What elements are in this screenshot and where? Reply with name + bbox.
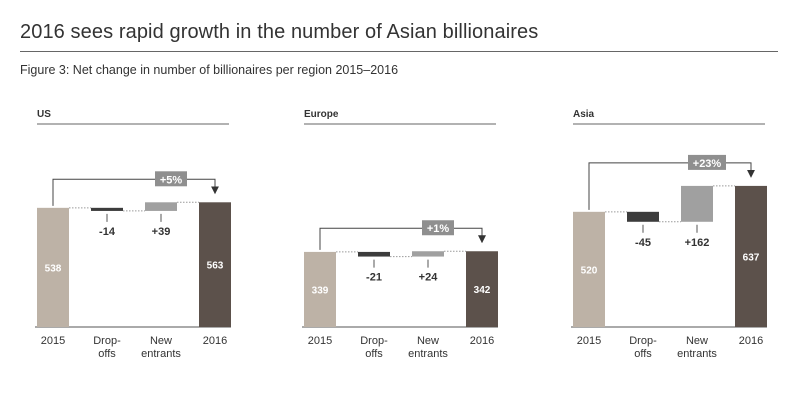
bar-new-entrants [681,185,713,222]
bar-new-entrants [145,202,177,211]
change-bracket [52,178,219,206]
bar-dropoffs [627,211,659,222]
value-label-2016: 563 [207,261,224,272]
value-label-new-entrants: +162 [685,237,710,249]
category-label: Drop-offs [629,335,657,360]
bar-2015 [573,211,605,327]
bar-new-entrants [412,251,444,257]
bar-2016 [199,202,231,327]
change-badge-label: +1% [427,223,450,235]
value-label-dropoffs: -14 [99,226,116,238]
value-label-2015: 538 [45,263,62,274]
page-title: 2016 sees rapid growth in the number of … [20,21,539,43]
category-label: 2015 [41,335,65,347]
change-badge-label: +23% [693,158,722,170]
value-label-2016: 342 [474,285,491,296]
panel-title: Europe [304,109,339,120]
bar-2015 [304,251,336,327]
change-badge [422,220,454,236]
change-badge-label: +5% [160,174,183,186]
figure-caption: Figure 3: Net change in number of billio… [20,63,399,77]
change-badge [155,171,187,187]
category-label: 2016 [470,335,494,347]
panel-title: US [37,109,51,120]
value-label-2015: 520 [581,265,598,276]
category-label: New entrants [408,335,448,360]
bar-2016 [466,251,498,327]
category-label: Drop-offs [93,335,121,360]
value-label-2015: 339 [312,285,329,296]
category-label: 2016 [203,335,227,347]
category-label: 2015 [577,335,601,347]
value-label-dropoffs: -21 [366,272,382,284]
title-divider [20,51,778,52]
panel-title: Asia [573,109,595,120]
value-label-dropoffs: -45 [635,237,651,249]
category-label: New entrants [141,335,181,360]
bar-dropoffs [358,251,390,257]
category-label: 2015 [308,335,332,347]
category-label: Drop-offs [360,335,388,360]
bar-2016 [735,185,767,327]
bar-dropoffs [91,207,123,211]
category-label: 2016 [739,335,763,347]
category-label: New entrants [677,335,717,360]
value-label-2016: 637 [743,252,760,263]
change-bracket [319,227,486,250]
change-bracket [588,162,755,210]
value-label-new-entrants: +39 [152,226,171,238]
change-badge [688,154,726,170]
value-label-new-entrants: +24 [419,272,439,284]
bar-2015 [37,207,69,327]
